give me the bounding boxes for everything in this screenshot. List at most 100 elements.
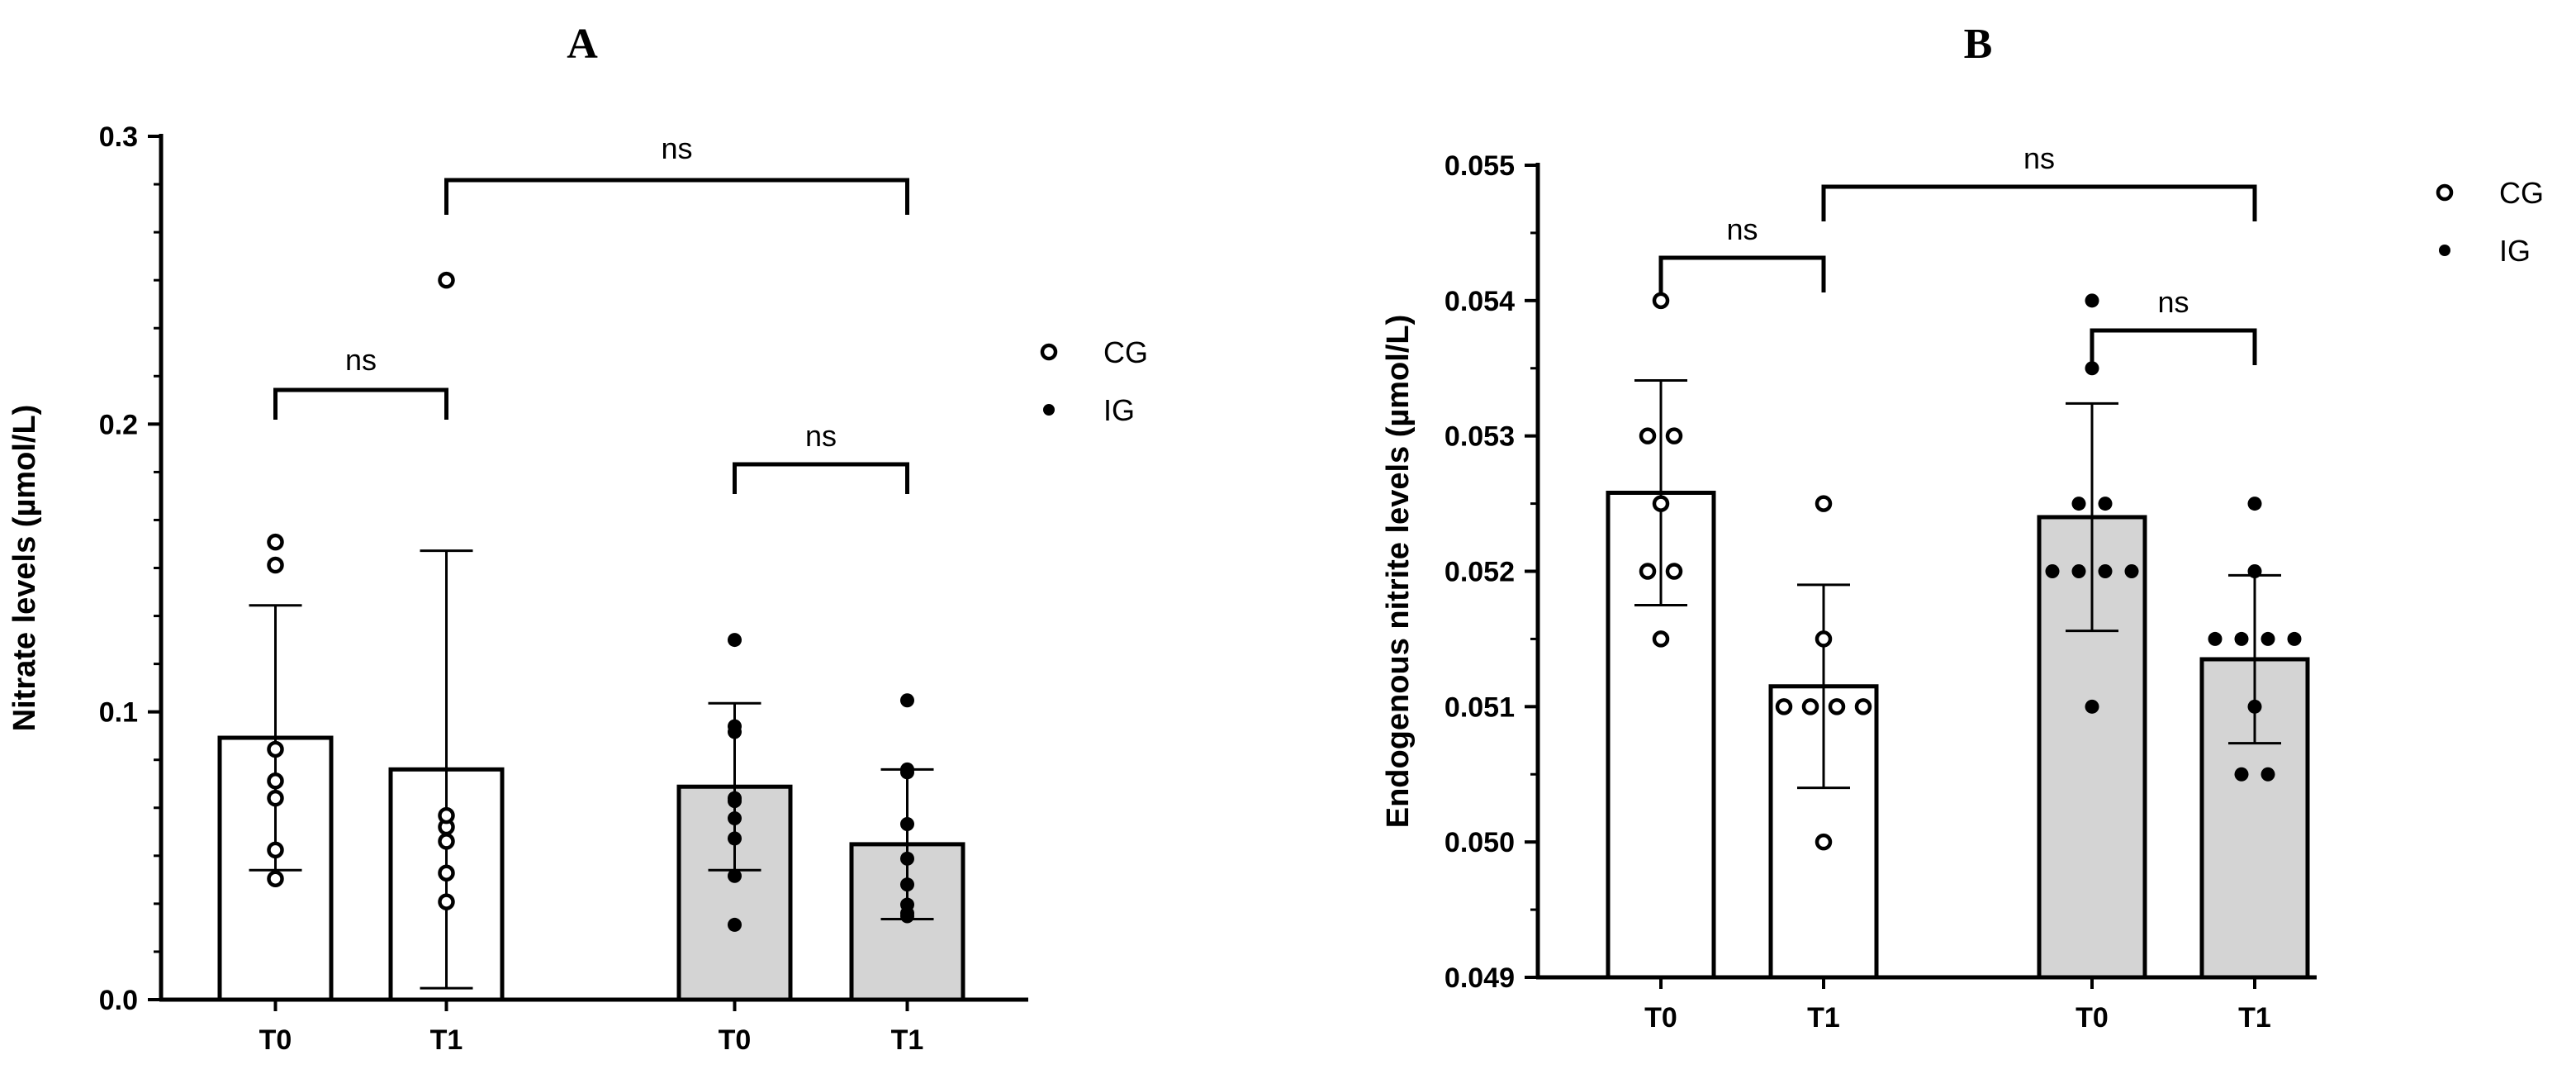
x-category-label: T0 (1644, 1002, 1677, 1034)
panel-b: B 0.049 0.050 0.051 0.052 0.053 0.054 0.055 Endo… (1381, 21, 2544, 1034)
data-point-cg (438, 893, 455, 910)
legend-label: CG (2499, 176, 2544, 210)
data-point-ig (2045, 564, 2060, 578)
data-point-cg (267, 772, 284, 790)
y-axis-title: Nitrate levels (µmol/L) (7, 405, 42, 732)
y-tick-label: 0.1 (99, 697, 138, 729)
significance-bracket: ns (444, 131, 909, 215)
error-bar (1797, 583, 1850, 790)
significance-bracket: ns (273, 343, 448, 420)
data-point-ig (728, 791, 742, 806)
panel-title: B (1964, 21, 1993, 68)
significance-label: ns (2023, 141, 2055, 175)
data-point-ig (900, 851, 914, 866)
legend-marker-filled-circle (1043, 404, 1055, 416)
legend: CG IG (2436, 176, 2544, 268)
x-category-label: T0 (719, 1024, 752, 1056)
data-point-cg (1639, 427, 1657, 444)
significance-label: ns (345, 343, 377, 377)
data-point-ig (728, 633, 742, 648)
data-point-cg (1639, 563, 1657, 580)
data-point-ig (728, 811, 742, 826)
significance-bracket: ns (1658, 212, 1826, 292)
data-point-cg (438, 806, 455, 825)
data-point-cg (1665, 427, 1683, 444)
significance-bracket: ns (733, 419, 909, 494)
panel-title: A (567, 21, 598, 68)
data-point-ig (2287, 631, 2302, 646)
data-point-ig (2261, 631, 2275, 646)
x-category-label: T0 (2076, 1002, 2109, 1034)
data-point-ig (900, 817, 914, 832)
data-point-ig (728, 868, 742, 883)
y-tick-label: 0.052 (1445, 557, 1515, 588)
legend-label: IG (1103, 393, 1135, 427)
data-point-ig (2247, 564, 2262, 578)
data-point-cg (1775, 698, 1793, 715)
data-point-cg (1652, 292, 1670, 310)
data-point-cg (267, 740, 284, 758)
data-point-ig (2085, 361, 2099, 376)
y-tick-label: 0.050 (1445, 827, 1515, 858)
data-point-ig (2071, 497, 2086, 511)
data-point-ig (2085, 699, 2099, 714)
y-tick-label: 0.051 (1445, 691, 1515, 723)
data-point-ig (900, 693, 914, 708)
data-point-ig (728, 917, 742, 932)
y-axis-title: Endogenous nitrite levels (µmol/L) (1381, 315, 1416, 829)
data-point-cg (1665, 563, 1683, 580)
y-tick-label: 0.3 (99, 121, 138, 153)
significance-bracket: ns (1821, 141, 2257, 221)
data-point-cg (1828, 698, 1846, 715)
data-point-cg (1854, 698, 1872, 715)
data-point-ig (900, 762, 914, 777)
significance-bracket: ns (2090, 285, 2257, 365)
data-point-ig (2124, 564, 2139, 578)
data-point-cg (1815, 495, 1833, 512)
legend-label: CG (1103, 335, 1148, 369)
data-point-ig (900, 877, 914, 892)
data-point-cg (1801, 698, 1819, 715)
legend-marker-open-circle (2436, 183, 2454, 202)
panel-a: A 0.0 0.1 0.2 0.3 Nitrate levels (µmol/L) T0 T1… (7, 21, 1148, 1056)
data-point-cg (267, 841, 284, 859)
data-point-cg (438, 271, 455, 289)
data-point-cg (267, 789, 284, 807)
legend: CG IG (1040, 335, 1148, 427)
y-tick-label: 0.055 (1445, 150, 1515, 182)
legend-label: IG (2499, 234, 2531, 268)
data-point-cg (1652, 630, 1670, 648)
error-bar (249, 604, 302, 872)
data-point-cg (267, 870, 284, 887)
y-tick-label: 0.054 (1445, 286, 1515, 317)
y-tick-label: 0.049 (1445, 962, 1515, 994)
x-category-label: T1 (430, 1024, 463, 1056)
data-point-ig (2071, 564, 2086, 578)
x-category-label: T0 (259, 1024, 292, 1056)
data-point-ig (2261, 767, 2275, 782)
y-tick-label: 0.0 (99, 985, 138, 1016)
data-point-cg (1815, 630, 1833, 648)
data-point-ig (728, 831, 742, 846)
data-point-cg (267, 556, 284, 574)
data-point-cg (1815, 833, 1833, 851)
data-point-ig (2098, 497, 2113, 511)
y-tick-label: 0.2 (99, 409, 138, 440)
significance-label: ns (805, 419, 837, 453)
data-point-ig (2098, 564, 2113, 578)
data-point-ig (728, 719, 742, 734)
data-point-ig (2234, 767, 2249, 782)
data-point-ig (2247, 497, 2262, 511)
significance-label: ns (661, 131, 692, 165)
data-point-cg (1652, 495, 1670, 512)
data-point-cg (438, 833, 455, 850)
significance-label: ns (1726, 212, 1758, 246)
data-point-cg (438, 864, 455, 882)
legend-marker-filled-circle (2439, 245, 2450, 256)
error-bar (2066, 402, 2118, 633)
data-point-ig (900, 897, 914, 912)
x-category-label: T1 (2238, 1002, 2271, 1034)
significance-label: ns (2157, 285, 2189, 319)
error-bar (420, 549, 473, 990)
